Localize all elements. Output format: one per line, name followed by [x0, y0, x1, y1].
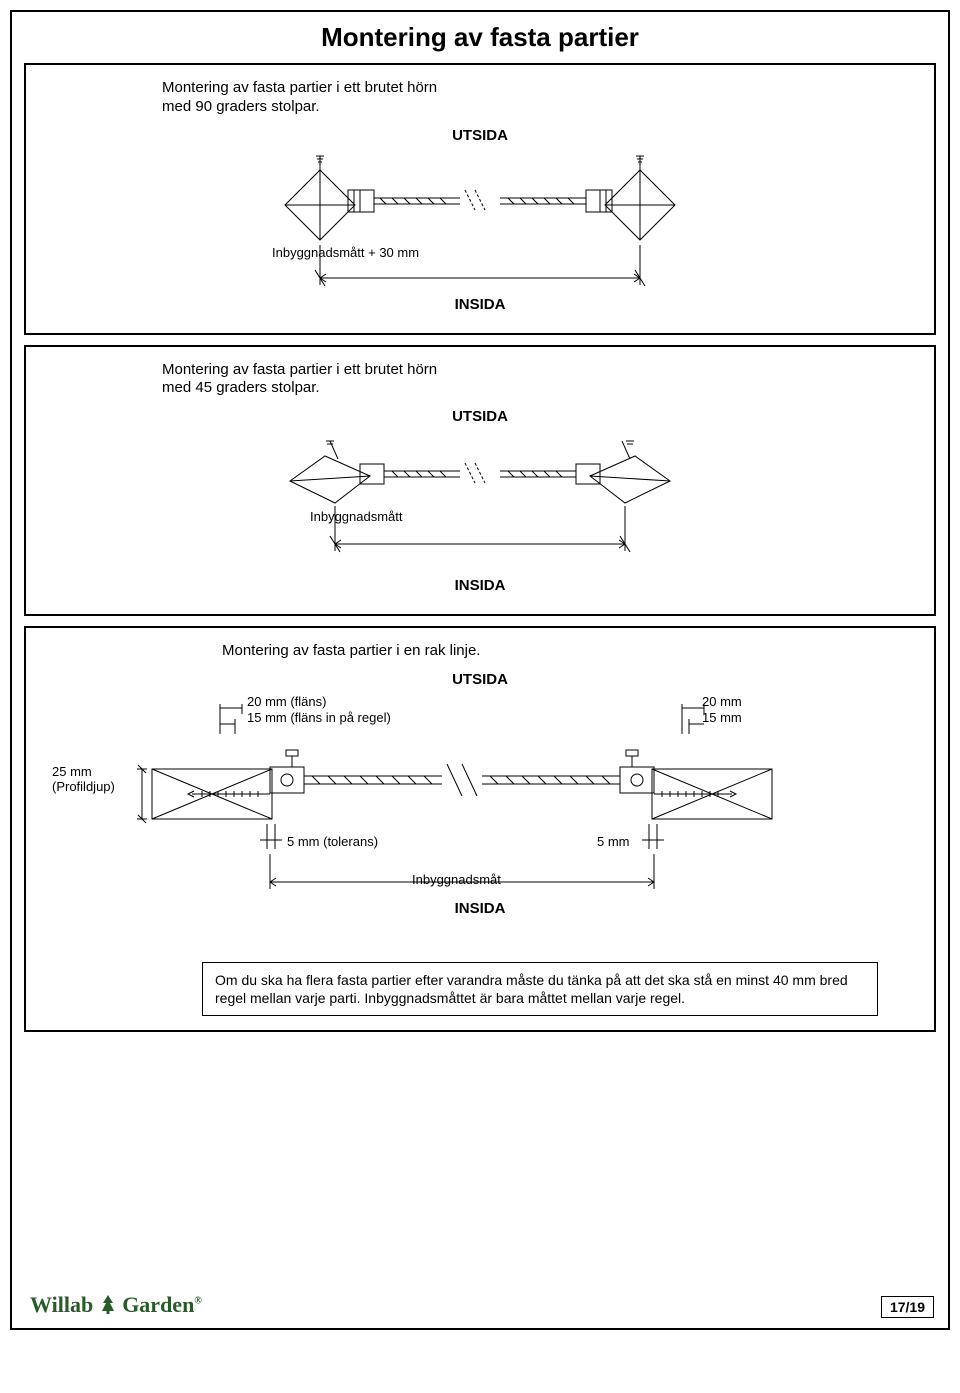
panel-45deg: Montering av fasta partier i ett brutet …: [24, 345, 936, 617]
panel3-intro: Montering av fasta partier i en rak linj…: [222, 642, 918, 661]
panel3-diagram: 20 mm (fläns) 15 mm (fläns in på regel) …: [42, 694, 918, 954]
logo: Willab Garden®: [30, 1292, 202, 1318]
panel2-intro: Montering av fasta partier i ett brutet …: [162, 361, 918, 399]
panel2-intro-line1: Montering av fasta partier i ett brutet …: [162, 361, 437, 378]
panel2-dim-label: Inbyggnadsmått: [310, 509, 403, 524]
page-title: Montering av fasta partier: [18, 22, 942, 53]
panel1-diagram: Inbyggnadsmått + 30 mm: [42, 150, 918, 290]
panel1-utsida: UTSIDA: [42, 127, 918, 144]
panel1-intro: Montering av fasta partier i ett brutet …: [162, 79, 918, 117]
panel2-insida: INSIDA: [42, 577, 918, 594]
panel3-note: Om du ska ha flera fasta partier efter v…: [202, 962, 878, 1016]
logo-tree-icon: [99, 1293, 117, 1315]
panel3-tol-right: 5 mm: [597, 834, 630, 849]
panel3-tol-left: 5 mm (tolerans): [287, 834, 378, 849]
logo-part1: Willab: [30, 1292, 93, 1317]
logo-reg: ®: [194, 1296, 201, 1307]
panel1-insida: INSIDA: [42, 296, 918, 313]
page-frame: Montering av fasta partier Montering av …: [10, 10, 950, 1330]
logo-part2: Garden: [122, 1292, 194, 1317]
panel-90deg: Montering av fasta partier i ett brutet …: [24, 63, 936, 335]
panel2-diagram: Inbyggnadsmått: [42, 431, 918, 571]
page-number: 17/19: [881, 1296, 934, 1318]
panel1-intro-line2: med 90 graders stolpar.: [162, 98, 320, 115]
panel2-intro-line2: med 45 graders stolpar.: [162, 379, 320, 396]
panel1-intro-line1: Montering av fasta partier i ett brutet …: [162, 79, 437, 96]
panel3-insida: INSIDA: [42, 900, 918, 917]
panel-straight: Montering av fasta partier i en rak linj…: [24, 626, 936, 1032]
panel1-dim-label: Inbyggnadsmått + 30 mm: [272, 245, 419, 260]
panel3-main-dim: Inbyggnadsmåt: [412, 872, 501, 887]
panel2-utsida: UTSIDA: [42, 408, 918, 425]
panel3-utsida: UTSIDA: [42, 671, 918, 688]
